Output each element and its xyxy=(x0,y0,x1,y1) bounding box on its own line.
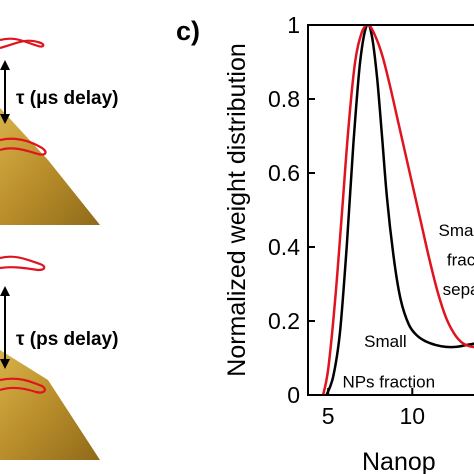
y-tick-label: 0 xyxy=(287,382,300,408)
bottom-gold-pyramid xyxy=(0,350,100,460)
bottom-delay-arrow xyxy=(0,286,10,369)
bottom-delay-label: τ (ps delay) xyxy=(16,329,118,350)
chart: c) Normalized weight distribution Nanop … xyxy=(176,12,474,474)
top-gold-pyramid xyxy=(0,108,100,225)
y-tick-label: 0.6 xyxy=(268,160,300,186)
series-line-red xyxy=(321,25,474,395)
annotation-label: frac xyxy=(447,251,474,270)
annotation-label: NPs fraction xyxy=(342,373,435,392)
y-ticks: 0 0.2 0.4 0.6 0.8 1 xyxy=(268,12,315,408)
y-axis-label: Normalized weight distribution xyxy=(223,43,251,376)
annotation-label: Sma xyxy=(439,221,474,240)
top-laser-pulse xyxy=(0,37,45,50)
series-layer xyxy=(321,25,474,395)
annotation-label: Small xyxy=(364,332,407,351)
top-delay-label: τ (μs delay) xyxy=(16,88,118,109)
annotation-label: sepa xyxy=(443,280,474,299)
x-tick-label: 10 xyxy=(400,403,426,429)
annotations: Small NPs fraction Sma frac sepa xyxy=(342,221,474,392)
x-tick-label: 5 xyxy=(322,403,335,429)
y-tick-label: 1 xyxy=(287,12,300,38)
top-delay-arrow xyxy=(0,60,10,124)
bottom-laser-pulse xyxy=(0,255,46,272)
y-tick-label: 0.4 xyxy=(268,234,300,260)
bottom-pyramid-pulse xyxy=(0,377,46,394)
y-tick-label: 0.8 xyxy=(268,86,300,112)
panel-label: c) xyxy=(176,16,200,46)
top-pyramid-pulse xyxy=(0,137,47,156)
plot-frame xyxy=(307,24,474,396)
series-line-black xyxy=(325,25,474,395)
x-axis-label: Nanop xyxy=(362,448,436,474)
left-schematic: τ (μs delay) τ (ps delay) xyxy=(0,37,118,460)
y-tick-label: 0.2 xyxy=(268,308,300,334)
